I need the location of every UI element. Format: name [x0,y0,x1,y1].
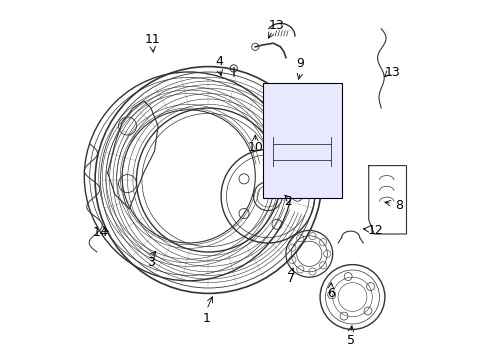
Bar [262,83,341,198]
Text: 5: 5 [346,334,354,347]
Text: 14: 14 [92,226,108,239]
Text: 11: 11 [144,33,160,46]
Text: 1: 1 [203,312,210,325]
Text: 3: 3 [147,256,155,269]
Text: 13: 13 [268,19,284,32]
Text: 12: 12 [367,224,383,237]
Text: 9: 9 [296,57,304,69]
Text: 7: 7 [287,273,295,285]
Text: 6: 6 [326,287,334,300]
Text: 2: 2 [283,195,291,208]
Text: 4: 4 [215,55,223,68]
Text: 10: 10 [247,141,263,154]
Text: 13: 13 [384,66,399,78]
Text: 8: 8 [394,199,403,212]
